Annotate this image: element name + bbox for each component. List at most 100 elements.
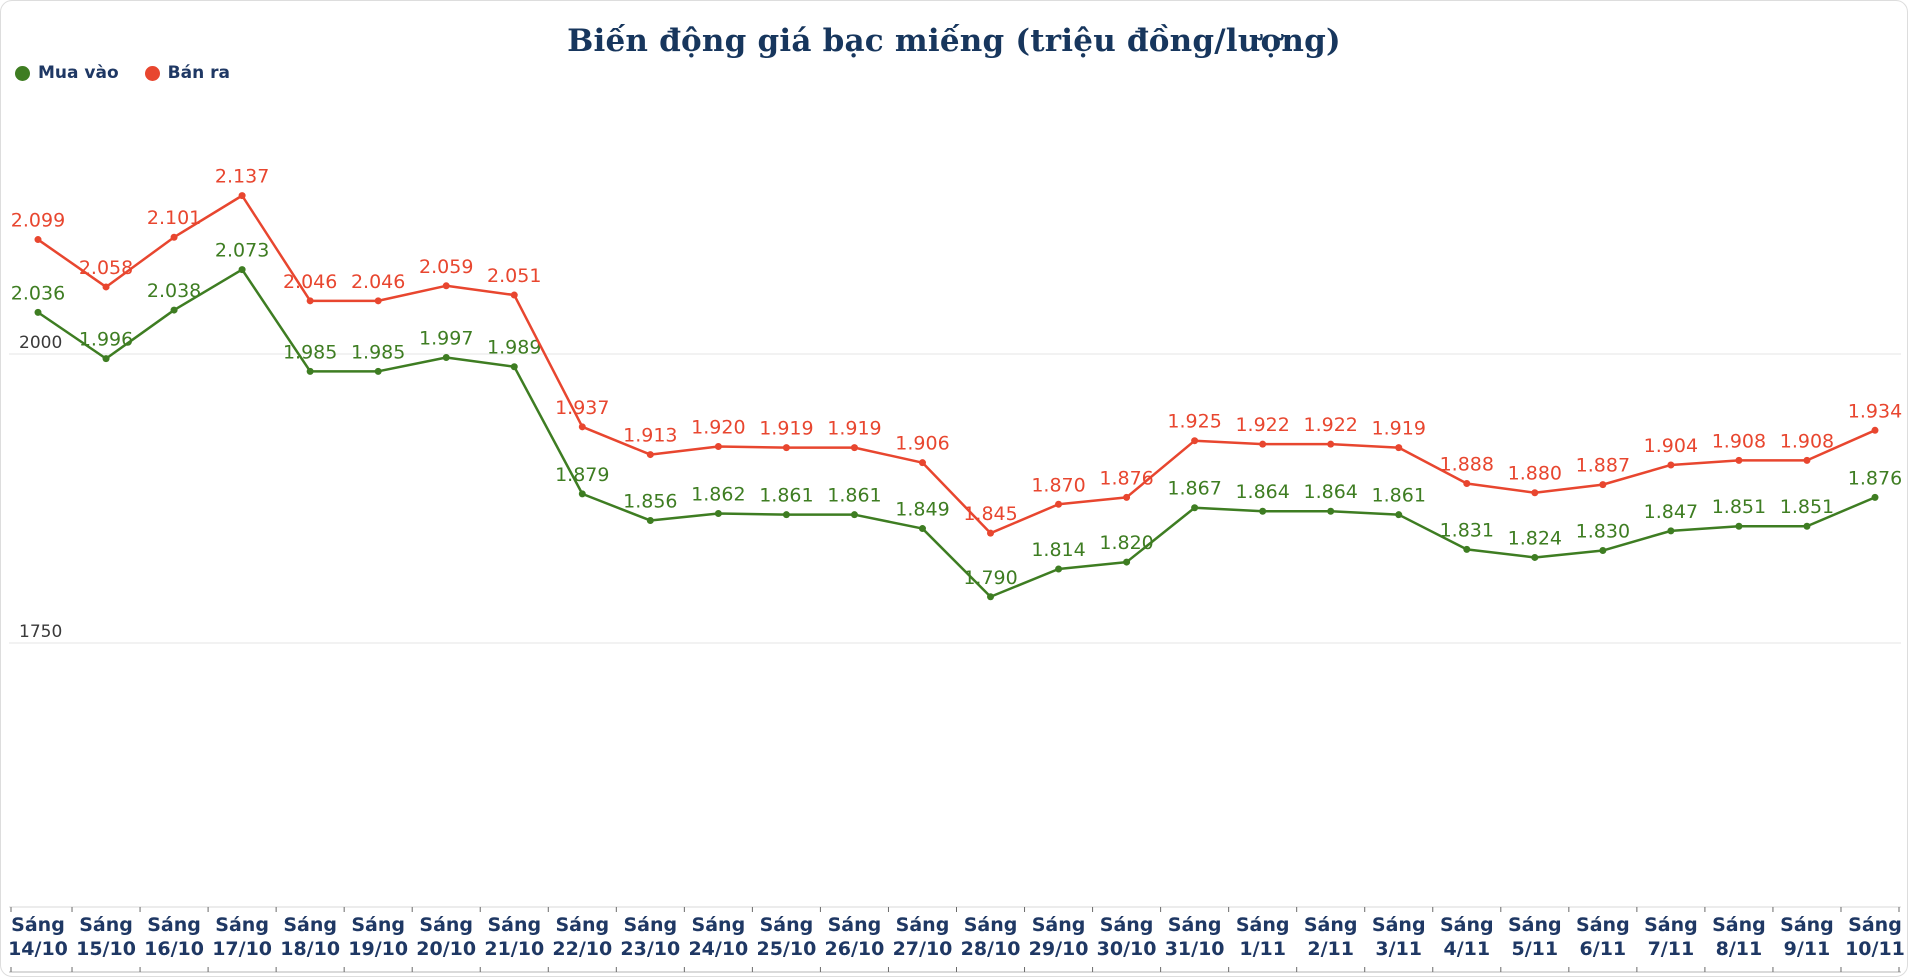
buy-series-point[interactable] <box>170 306 178 314</box>
buy-value-label: 1.997 <box>419 327 473 349</box>
sell-series-point[interactable] <box>1803 456 1811 464</box>
buy-series-point[interactable] <box>306 367 314 375</box>
sell-series-point[interactable] <box>1191 437 1199 445</box>
legend-item-buy[interactable]: Mua vào <box>15 63 119 83</box>
buy-series-marker-icon <box>15 65 30 81</box>
sell-value-label: 1.922 <box>1235 414 1289 436</box>
sell-series-point[interactable] <box>646 451 654 459</box>
sell-value-label: 1.922 <box>1304 414 1358 436</box>
sell-series-point[interactable] <box>102 283 110 291</box>
x-axis-category-label: Sáng 15/10 <box>76 914 136 960</box>
sell-series-point[interactable] <box>1599 481 1607 489</box>
buy-series-point[interactable] <box>442 353 450 361</box>
sell-value-label: 1.880 <box>1508 463 1562 485</box>
sell-value-label: 1.908 <box>1712 430 1766 452</box>
buy-series-point[interactable] <box>102 355 110 363</box>
sell-value-label: 1.913 <box>623 425 677 447</box>
buy-series-point[interactable] <box>1191 504 1199 512</box>
x-axis-category-label: Sáng 27/10 <box>893 914 953 960</box>
sell-series-point[interactable] <box>1667 461 1675 469</box>
sell-series-point[interactable] <box>1395 444 1403 452</box>
buy-series-point[interactable] <box>714 510 722 518</box>
buy-series-point[interactable] <box>1327 507 1335 515</box>
x-axis-category-label: Sáng 9/11 <box>1780 914 1834 960</box>
sell-value-label: 2.058 <box>79 257 133 279</box>
sell-series-point[interactable] <box>1259 440 1267 448</box>
sell-series-point[interactable] <box>510 291 518 299</box>
buy-series-point[interactable] <box>1531 553 1539 561</box>
buy-value-label: 1.861 <box>827 485 881 507</box>
buy-series-point[interactable] <box>1259 507 1267 515</box>
buy-value-label: 2.036 <box>11 282 65 304</box>
buy-series-point[interactable] <box>646 516 654 524</box>
buy-series-point[interactable] <box>1055 565 1063 573</box>
buy-series-point[interactable] <box>578 490 586 498</box>
sell-series-point[interactable] <box>442 282 450 290</box>
sell-series-point[interactable] <box>1463 479 1471 487</box>
buy-value-label: 1.876 <box>1848 467 1902 489</box>
buy-value-label: 1.851 <box>1712 496 1766 518</box>
buy-value-label: 1.847 <box>1644 501 1698 523</box>
sell-value-label: 1.904 <box>1644 435 1698 457</box>
sell-series-point[interactable] <box>578 423 586 431</box>
buy-series-point[interactable] <box>918 525 926 533</box>
sell-value-label: 1.919 <box>759 418 813 440</box>
buy-value-label: 1.849 <box>895 499 949 521</box>
x-axis-category-label: Sáng 19/10 <box>348 914 408 960</box>
sell-series-point[interactable] <box>1531 489 1539 497</box>
sell-series-point[interactable] <box>306 297 314 305</box>
sell-series-line[interactable] <box>36 194 1877 535</box>
sell-value-label: 1.925 <box>1167 411 1221 433</box>
x-axis-category-label: Sáng 14/10 <box>8 914 68 960</box>
sell-series-point[interactable] <box>1327 440 1335 448</box>
sell-series-point[interactable] <box>714 442 722 450</box>
buy-value-label: 1.820 <box>1099 532 1153 554</box>
buy-series-point[interactable] <box>510 363 518 371</box>
sell-series-point[interactable] <box>170 233 178 241</box>
sell-value-label: 2.137 <box>215 166 269 188</box>
buy-series-line[interactable] <box>36 268 1877 599</box>
buy-value-label: 1.879 <box>555 464 609 486</box>
sell-value-label: 1.919 <box>1372 418 1426 440</box>
buy-series-point[interactable] <box>1599 547 1607 555</box>
buy-series-point[interactable] <box>782 511 790 519</box>
legend-label-buy: Mua vào <box>38 63 119 83</box>
sell-series-point[interactable] <box>374 297 382 305</box>
sell-value-label: 1.906 <box>895 433 949 455</box>
buy-series-point[interactable] <box>1667 527 1675 535</box>
sell-value-label: 1.908 <box>1780 430 1834 452</box>
x-axis-category-label: Sáng 28/10 <box>961 914 1021 960</box>
sell-series-point[interactable] <box>782 444 790 452</box>
sell-series-point[interactable] <box>918 459 926 467</box>
sell-series-point[interactable] <box>850 444 858 452</box>
buy-value-label: 2.038 <box>147 280 201 302</box>
buy-series-point[interactable] <box>1123 558 1131 566</box>
sell-series-point[interactable] <box>1123 493 1131 501</box>
sell-series-point[interactable] <box>1735 456 1743 464</box>
buy-series-point[interactable] <box>238 266 246 274</box>
buy-value-label: 1.996 <box>79 329 133 351</box>
sell-series-point[interactable] <box>238 192 246 200</box>
buy-series-point[interactable] <box>850 511 858 519</box>
buy-series-point[interactable] <box>1871 493 1879 501</box>
buy-series-point[interactable] <box>1803 522 1811 530</box>
buy-series-point[interactable] <box>1735 522 1743 530</box>
sell-value-label: 2.046 <box>351 271 405 293</box>
x-axis-category-label: Sáng 1/11 <box>1236 914 1290 960</box>
sell-value-label: 2.051 <box>487 265 541 287</box>
sell-series-point[interactable] <box>34 236 42 244</box>
sell-series-point[interactable] <box>987 529 995 537</box>
buy-series-point[interactable] <box>1395 511 1403 519</box>
buy-series-point[interactable] <box>1463 545 1471 553</box>
sell-value-label: 1.870 <box>1031 474 1085 496</box>
x-axis-category-label: Sáng 5/11 <box>1508 914 1562 960</box>
sell-series-point[interactable] <box>1055 500 1063 508</box>
x-axis-category-label: Sáng 25/10 <box>756 914 816 960</box>
legend-item-sell[interactable]: Bán ra <box>144 63 230 83</box>
buy-series-point[interactable] <box>374 367 382 375</box>
buy-series-point[interactable] <box>987 593 995 601</box>
buy-series-point[interactable] <box>34 308 42 316</box>
sell-series-point[interactable] <box>1871 426 1879 434</box>
